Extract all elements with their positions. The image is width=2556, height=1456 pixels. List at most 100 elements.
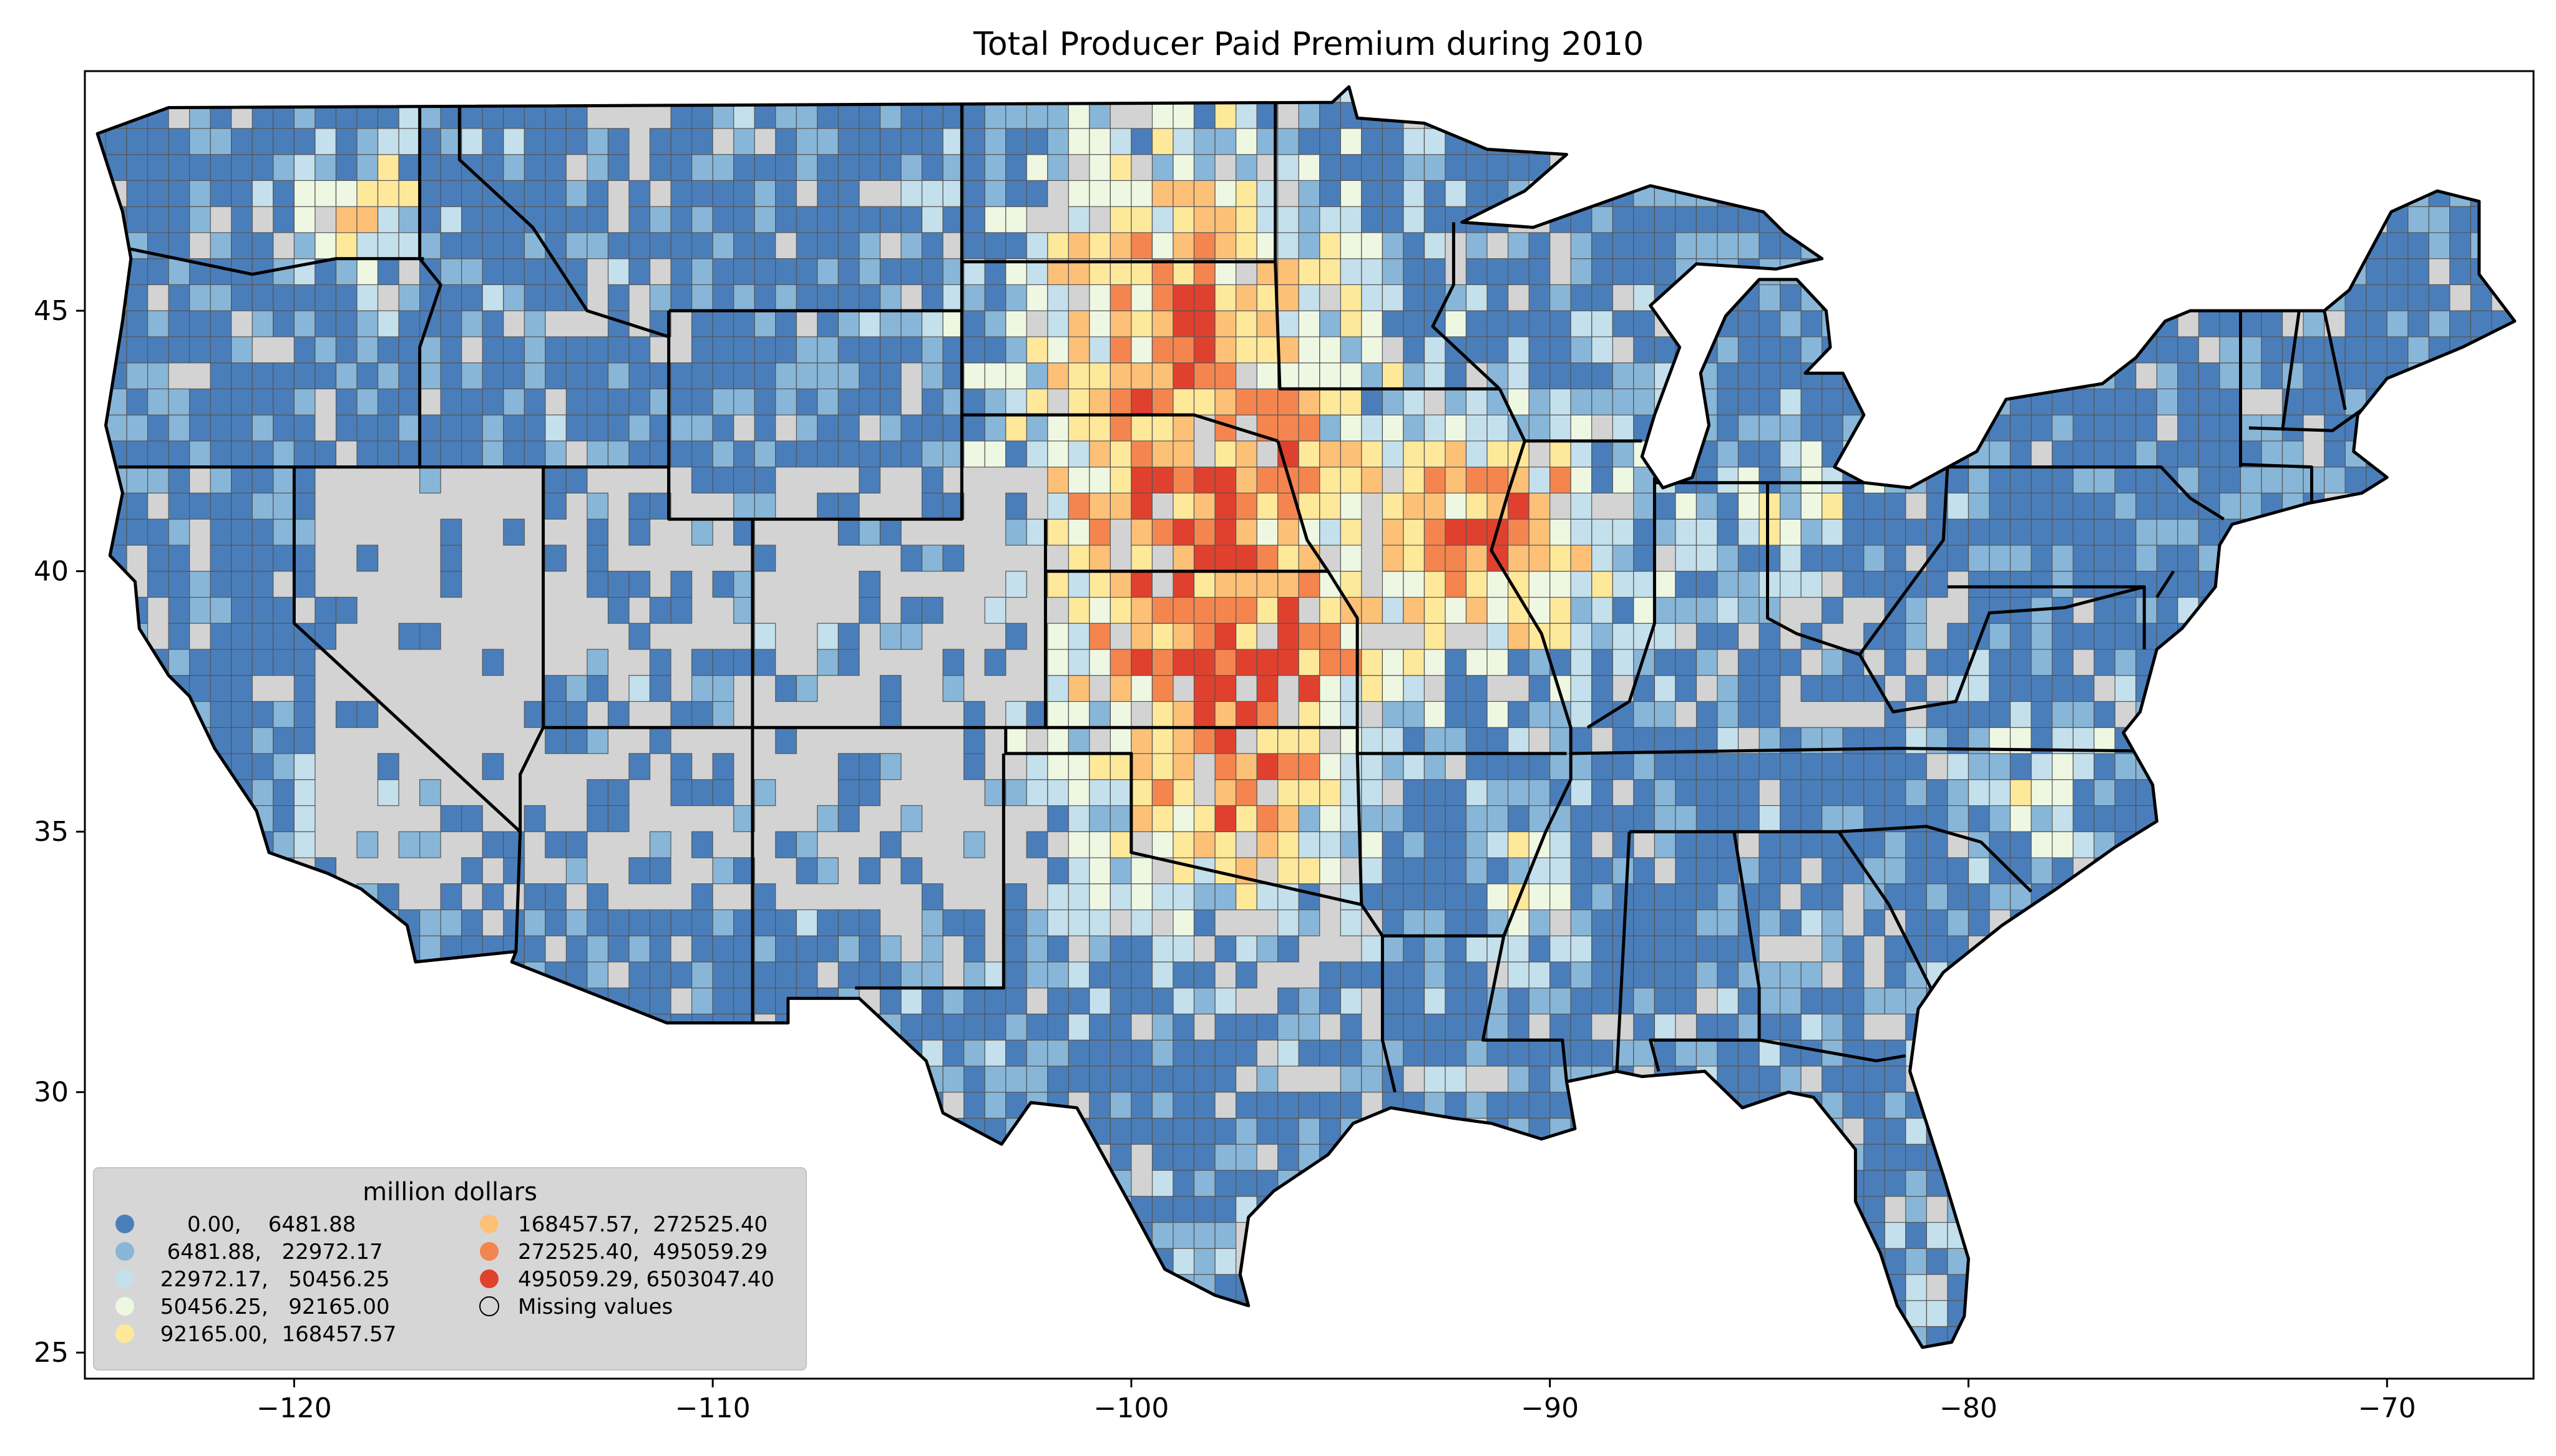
county-cell [1068,1300,1090,1327]
county-cell [2303,1065,2325,1093]
county-cell [2072,414,2095,442]
county-cell [1822,779,1843,807]
county-cell [1026,961,1048,989]
county-cell [2470,440,2492,468]
county-cell [482,336,504,364]
county-cell [963,961,985,989]
county-cell [1591,128,1613,155]
county-cell [879,518,902,546]
county-cell [97,206,107,233]
county-cell [2344,180,2367,207]
county-cell [2052,284,2074,311]
county-cell [1277,414,1299,442]
county-cell [1633,232,1655,260]
county-cell [1403,1326,1425,1347]
county-cell [2009,623,2032,650]
county-cell [2281,831,2304,858]
county-cell [1110,988,1132,1015]
county-cell [2219,492,2241,520]
county-cell [1465,102,1488,129]
county-cell [754,466,776,493]
county-cell [1675,596,1697,624]
county-cell [817,1352,839,1379]
county-cell [1465,831,1488,858]
county-cell [210,988,232,1015]
county-cell [879,336,902,364]
county-cell [1717,1039,1739,1067]
county-cell [1465,727,1488,754]
county-cell [1256,1170,1279,1197]
county-cell [1382,284,1404,311]
county-cell [921,1117,944,1145]
county-cell [1905,857,1927,885]
county-cell [712,1013,734,1041]
county-cell [2344,857,2367,885]
county-cell [2344,649,2367,676]
county-cell [1695,701,1718,728]
county-cell [1361,1248,1383,1275]
county-cell [1654,51,1676,77]
county-cell [2052,1274,2074,1301]
county-cell [565,466,588,493]
county-cell [461,310,483,337]
county-cell [1549,180,1571,207]
county-cell [2094,128,2115,155]
county-cell [1005,440,1027,468]
county-cell [984,649,1007,676]
county-cell [1089,336,1111,364]
county-cell [356,909,379,936]
county-cell [859,596,881,624]
county-cell [1780,1326,1802,1347]
county-cell [189,649,211,676]
county-cell [691,180,713,207]
county-cell [2094,518,2115,546]
county-cell [1612,206,1634,233]
county-cell [210,388,232,415]
county-cell [2344,1170,2367,1197]
county-cell [1947,284,1969,311]
county-cell [1361,336,1383,364]
county-cell [1298,1039,1320,1067]
county-cell [1403,466,1425,493]
county-cell [1382,596,1404,624]
county-cell [147,988,169,1015]
county-cell [921,414,944,442]
county-cell [2009,1092,2032,1119]
county-cell [105,1092,127,1119]
county-cell [1675,935,1697,963]
county-cell [2114,1300,2137,1327]
county-cell [2449,518,2471,546]
county-cell [105,87,127,103]
county-cell [1089,545,1111,572]
county-cell [1591,1326,1613,1347]
county-cell [984,284,1007,311]
county-cell [231,571,253,598]
county-cell [1570,727,1593,754]
county-cell [2135,1039,2157,1067]
county-cell [1486,154,1509,182]
county-cell [943,51,964,77]
county-cell [1633,1326,1655,1347]
county-cell [1047,414,1069,442]
county-cell [2177,727,2199,754]
county-cell [900,805,923,832]
county-cell [1570,284,1593,311]
county-cell [649,831,671,858]
county-cell [670,232,693,260]
county-cell [1047,857,1069,885]
county-cell [1528,284,1551,311]
county-cell [168,128,190,155]
county-cell [1068,1248,1090,1275]
county-cell [2281,180,2304,207]
county-cell [315,51,336,77]
county-cell [984,988,1007,1015]
county-cell [837,779,860,807]
county-cell [2009,232,2032,260]
county-cell [1151,1300,1174,1327]
county-cell [859,154,881,182]
county-cell [2240,362,2262,389]
county-cell [2220,1352,2241,1379]
county-cell [2072,831,2095,858]
county-cell [1319,128,1341,155]
county-cell [2428,857,2451,885]
